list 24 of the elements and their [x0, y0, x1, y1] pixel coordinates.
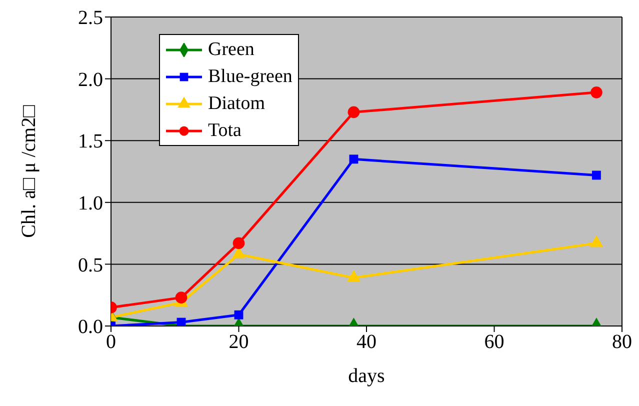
point — [590, 86, 602, 98]
y-tick-label: 2.5 — [78, 7, 103, 30]
x-tick-label: 60 — [484, 331, 504, 354]
y-tick-label: 0.0 — [78, 316, 103, 338]
x-tick-label: 0 — [106, 331, 116, 354]
legend-label: Green — [208, 38, 254, 62]
y-axis-title: Chl. a□ μ /cm2□ — [18, 104, 40, 238]
x-tick-label: 20 — [228, 331, 249, 354]
point — [592, 170, 601, 180]
x-axis-title: days — [348, 365, 386, 387]
point — [232, 237, 245, 250]
y-tick-label: 1.5 — [78, 130, 103, 153]
point — [590, 235, 604, 248]
point — [349, 154, 358, 164]
point — [348, 106, 360, 118]
x-tick-label: 80 — [612, 331, 632, 354]
y-tick-label: 1.0 — [78, 192, 103, 214]
y-tick-label: 0.5 — [78, 254, 103, 276]
legend-label: Tota — [208, 119, 242, 143]
legend-label: Blue-green — [208, 65, 292, 89]
point — [346, 270, 361, 282]
y-tick-label: 2.0 — [78, 68, 103, 91]
legend-label: Diatom — [208, 92, 265, 116]
x-tick-label: 40 — [356, 331, 376, 354]
